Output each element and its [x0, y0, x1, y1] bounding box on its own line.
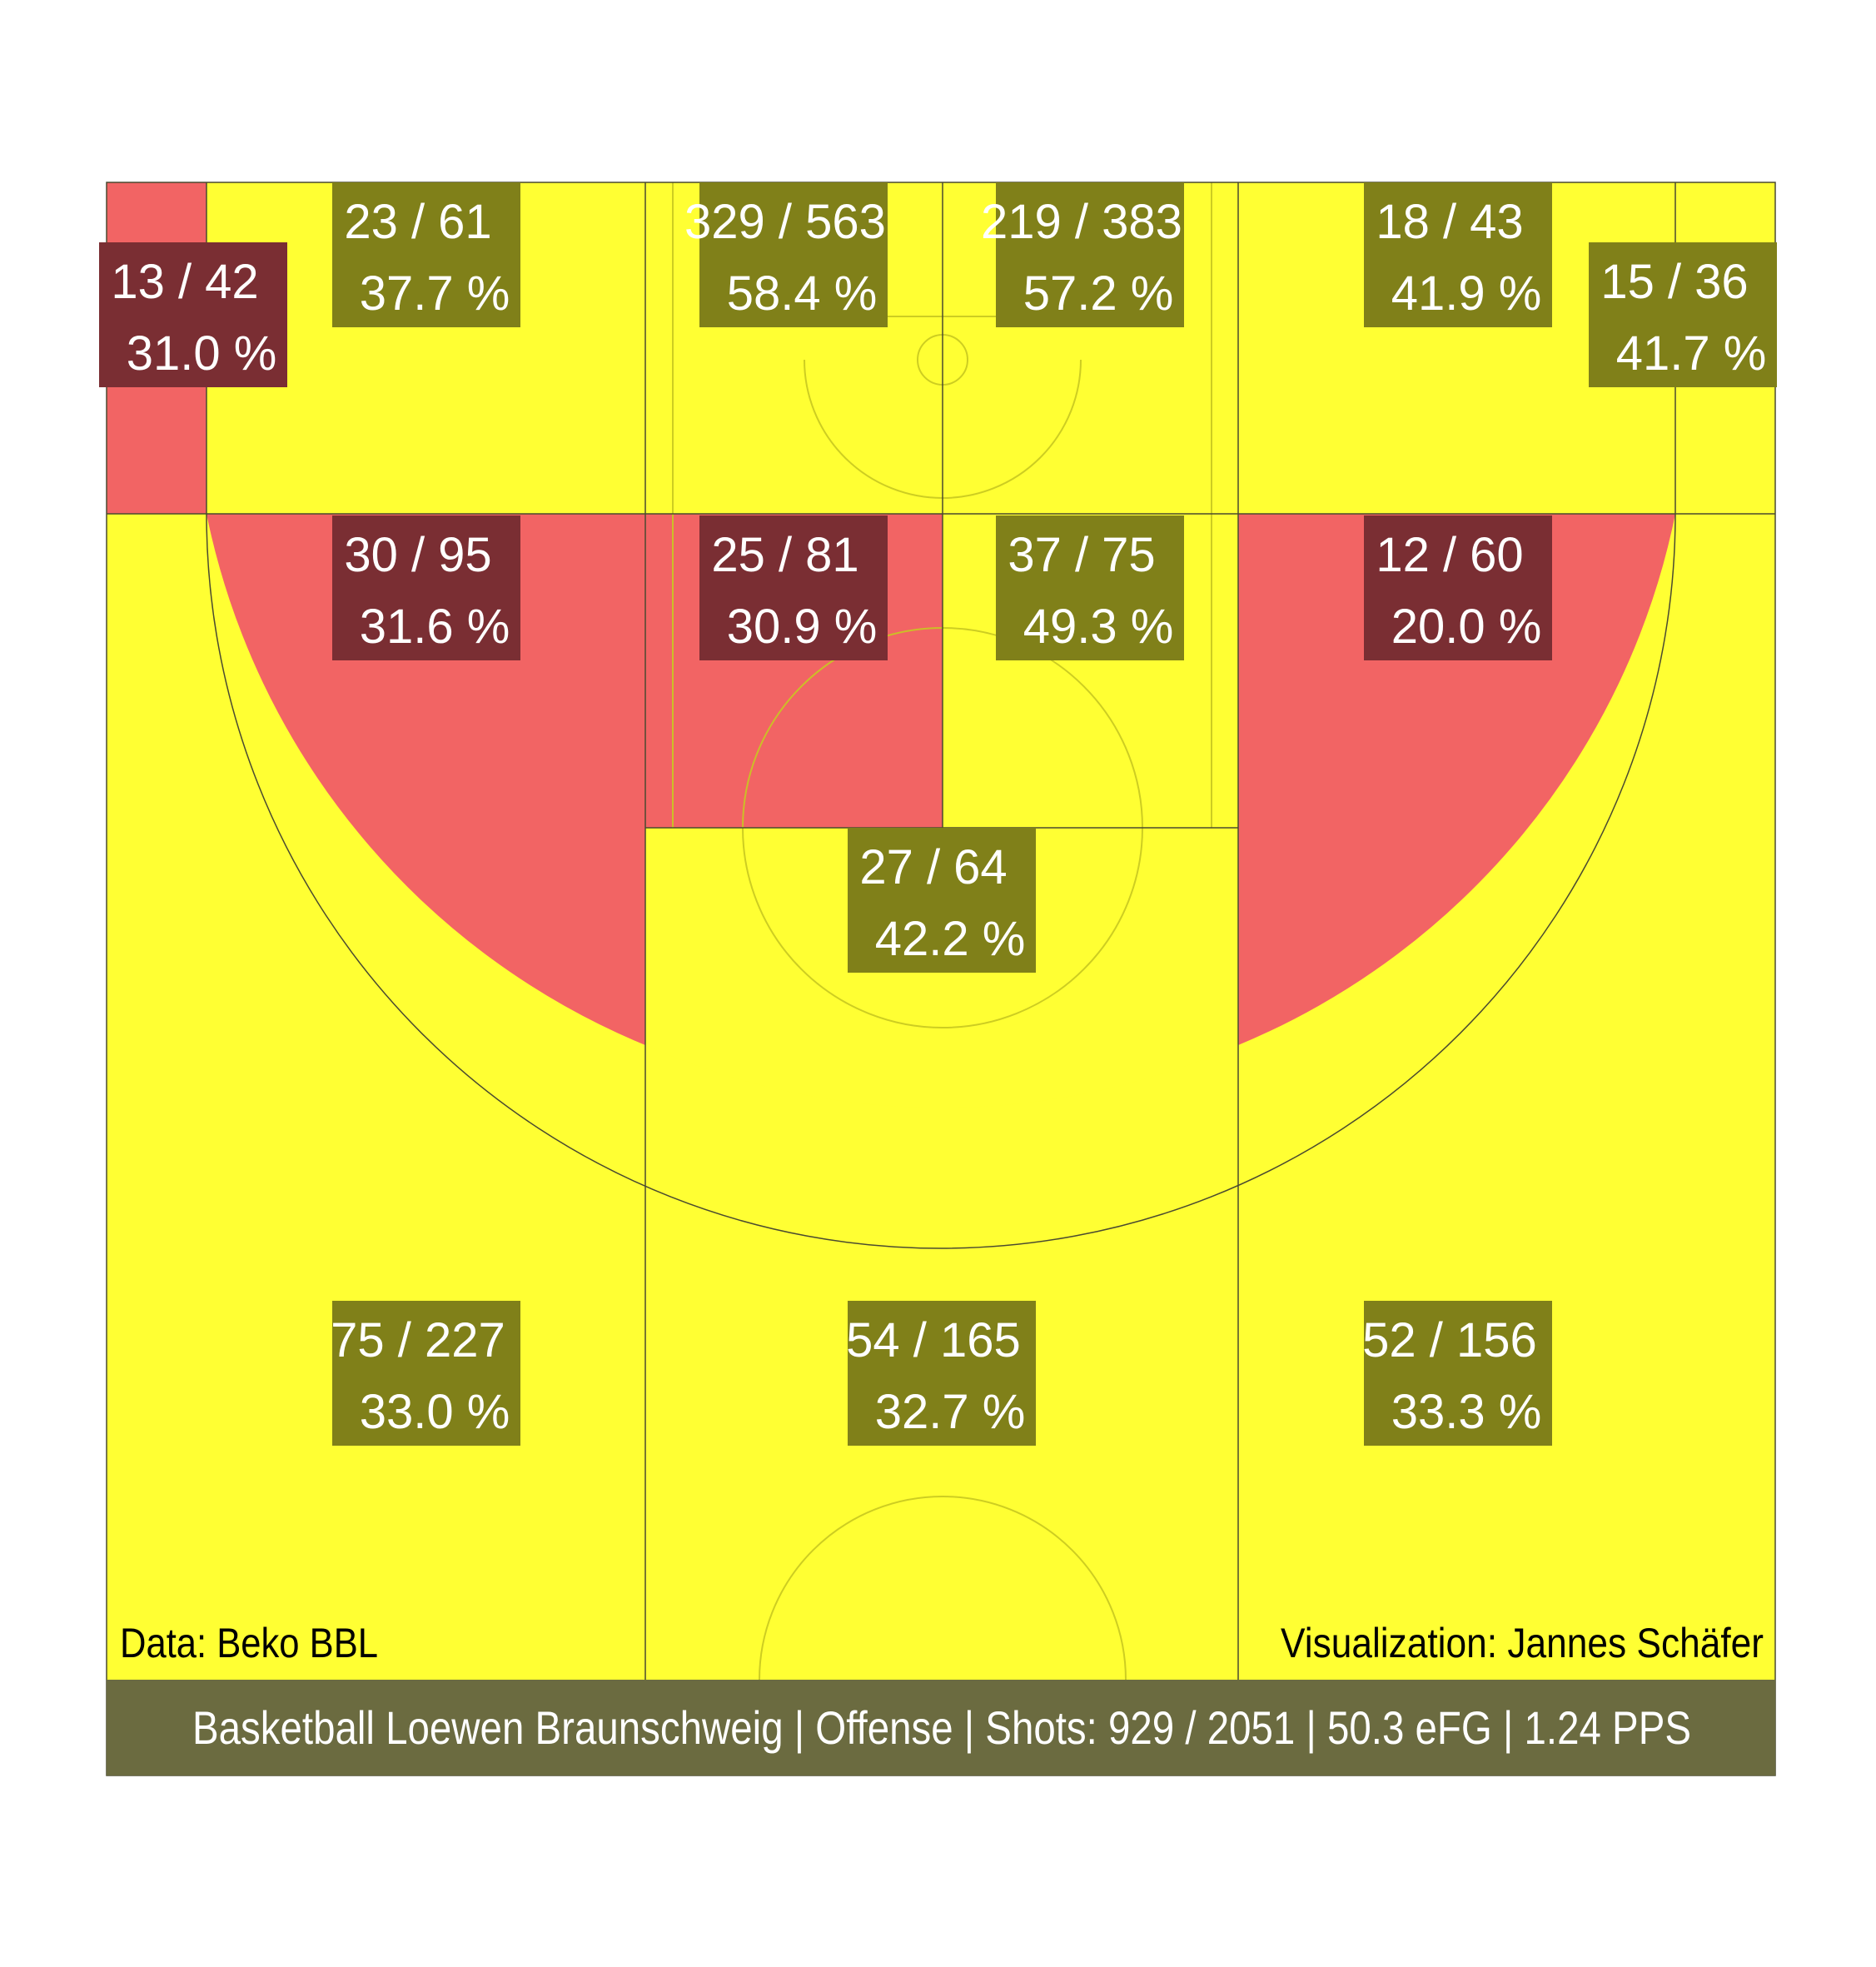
zone-label-box [848, 1301, 1036, 1446]
zone-percentage: 58.4 % [727, 266, 878, 321]
three-point-arc [206, 513, 1676, 1249]
zone-label: 219 / 383 57.2 % [981, 182, 1184, 327]
author-credit: Visualization: Jannes Schäfer [1281, 1620, 1764, 1666]
zone-percentage: 57.2 % [1023, 266, 1174, 321]
zone-label: 52 / 156 33.3 % [1362, 1301, 1552, 1446]
center-circle-arc [759, 1496, 1127, 1681]
zone-percentage: 33.3 % [1391, 1385, 1542, 1439]
zone-label: 329 / 563 58.4 % [684, 182, 888, 327]
zone-label-box [332, 515, 520, 660]
zone-label: 30 / 95 31.6 % [332, 515, 520, 660]
zone-percentage: 41.7 % [1616, 326, 1767, 381]
zone-made-attempts: 18 / 43 [1376, 195, 1523, 249]
court-zones [107, 182, 1775, 1680]
zone-label-box [996, 182, 1184, 327]
zone-label: 37 / 75 49.3 % [996, 515, 1184, 660]
zone-labels: 13 / 42 31.0 % 23 / 61 37.7 % 329 / 563 58.… [99, 182, 1777, 1446]
zone-label-box [1364, 182, 1552, 327]
zone-made-attempts: 75 / 227 [331, 1313, 505, 1367]
zone-label-box [99, 242, 287, 387]
zone-label: 13 / 42 31.0 % [99, 242, 287, 387]
zone-made-attempts: 12 / 60 [1376, 528, 1523, 582]
zone-made-attempts: 30 / 95 [344, 528, 491, 582]
zone-label-box [699, 182, 888, 327]
zone-label: 54 / 165 32.7 % [846, 1301, 1036, 1446]
zone-percentage: 32.7 % [875, 1385, 1026, 1439]
zone-right-wing-mid-fill [1238, 514, 1675, 1045]
zone-label-box [699, 515, 888, 660]
zone-made-attempts: 25 / 81 [711, 528, 858, 582]
zone-label: 75 / 227 33.0 % [331, 1301, 520, 1446]
zone-made-attempts: 37 / 75 [1008, 528, 1155, 582]
zone-label-box [1589, 242, 1777, 387]
data-source-credit: Data: Beko BBL [120, 1620, 378, 1666]
zone-percentage: 31.6 % [360, 600, 510, 654]
zone-left-wing-mid-fill [207, 514, 645, 1045]
zone-percentage: 33.0 % [360, 1385, 510, 1439]
zone-label-box [996, 515, 1184, 660]
zone-made-attempts: 52 / 156 [1362, 1313, 1537, 1367]
zone-made-attempts: 219 / 383 [981, 195, 1182, 249]
zone-percentage: 49.3 % [1023, 600, 1174, 654]
zone-percentage: 30.9 % [727, 600, 878, 654]
zone-made-attempts: 23 / 61 [344, 195, 491, 249]
zone-label-box [848, 828, 1036, 973]
zone-label: 15 / 36 41.7 % [1589, 242, 1777, 387]
zone-label: 18 / 43 41.9 % [1364, 182, 1552, 327]
footer-banner [107, 1680, 1775, 1775]
zone-percentage: 20.0 % [1391, 600, 1542, 654]
zone-percentage: 42.2 % [875, 912, 1026, 966]
zone-percentage: 37.7 % [360, 266, 510, 321]
zone-percentage: 41.9 % [1391, 266, 1542, 321]
zone-made-attempts: 54 / 165 [846, 1313, 1021, 1367]
zone-made-attempts: 15 / 36 [1600, 255, 1748, 309]
zone-label-box [1364, 1301, 1552, 1446]
zone-label: 27 / 64 42.2 % [848, 828, 1036, 973]
zone-percentage: 31.0 % [127, 326, 277, 381]
zone-borders [106, 182, 1776, 1776]
zone-label-box [1364, 515, 1552, 660]
zone-label-box [332, 1301, 520, 1446]
zone-made-attempts: 329 / 563 [684, 195, 886, 249]
zone-label: 23 / 61 37.7 % [332, 182, 520, 327]
footer-summary: Basketball Loewen Braunschweig | Offense… [192, 1701, 1691, 1754]
zone-made-attempts: 13 / 42 [111, 255, 258, 309]
zone-made-attempts: 27 / 64 [859, 840, 1007, 894]
zone-label: 12 / 60 20.0 % [1364, 515, 1552, 660]
zone-label: 25 / 81 30.9 % [699, 515, 888, 660]
zone-label-box [332, 182, 520, 327]
